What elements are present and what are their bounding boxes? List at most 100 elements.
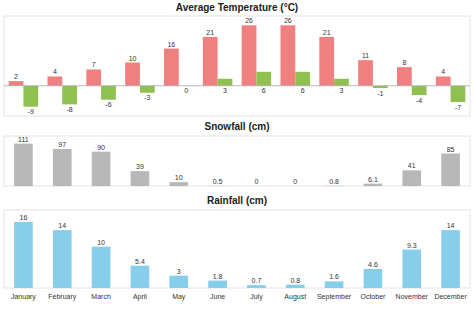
- bar: [364, 269, 383, 288]
- plot-frame: [4, 16, 470, 116]
- bar: [247, 285, 266, 288]
- bar: [358, 60, 373, 86]
- bars: [9, 25, 466, 106]
- bar: [169, 182, 188, 186]
- bar: [286, 285, 305, 288]
- bar: [208, 281, 227, 288]
- data-label: 0.5: [213, 178, 223, 185]
- bar: [53, 230, 72, 288]
- bar: [325, 185, 344, 186]
- data-labels: 111979039100.5000.86.14185: [18, 136, 454, 185]
- data-label: 1.6: [329, 273, 339, 280]
- data-label: -6: [105, 101, 111, 108]
- bar: [14, 144, 33, 186]
- bar: [23, 86, 38, 107]
- bar: [131, 171, 150, 186]
- panel-title: Average Temperature (°C): [176, 2, 298, 13]
- data-label: 26: [245, 17, 253, 24]
- x-tick-label: December: [434, 293, 467, 300]
- data-label: 0: [254, 178, 258, 185]
- bar: [325, 281, 344, 288]
- data-label: 16: [20, 214, 28, 221]
- bar: [101, 86, 116, 100]
- bar: [441, 230, 460, 288]
- x-tick-label: September: [317, 293, 352, 301]
- data-label: 6: [301, 87, 305, 94]
- data-label: 0.7: [252, 277, 262, 284]
- data-label: 111: [18, 136, 29, 143]
- bar: [92, 152, 111, 186]
- x-tick-label: April: [133, 293, 147, 301]
- bars: [14, 222, 460, 288]
- bar: [286, 186, 305, 187]
- data-label: 3: [177, 268, 181, 275]
- bar: [402, 250, 421, 288]
- bar: [218, 79, 233, 86]
- data-label: 0: [293, 178, 297, 185]
- bar: [242, 25, 257, 85]
- x-tick-label: March: [91, 293, 111, 300]
- bar: [451, 86, 466, 102]
- data-label: 2: [14, 73, 18, 80]
- bar: [334, 79, 349, 86]
- plot-frame: [4, 210, 470, 288]
- data-label: 14: [58, 222, 66, 229]
- bar: [319, 37, 334, 86]
- bar: [9, 81, 24, 86]
- data-label: 10: [129, 55, 137, 62]
- panel-title: Rainfall (cm): [207, 195, 267, 206]
- x-tick-label: June: [210, 293, 225, 300]
- data-label: 6: [262, 87, 266, 94]
- data-label: 39: [136, 163, 144, 170]
- data-label: 21: [206, 29, 214, 36]
- data-label: -9: [28, 108, 34, 115]
- x-tick-label: July: [250, 293, 263, 301]
- bar: [364, 184, 383, 186]
- data-label: -4: [416, 97, 422, 104]
- data-label: 7: [92, 61, 96, 68]
- data-label: 14: [447, 222, 455, 229]
- data-label: 0: [184, 87, 188, 94]
- zero-line: [4, 85, 470, 86]
- bar: [47, 76, 62, 85]
- data-label: 11: [362, 52, 369, 59]
- data-label: 1.8: [213, 273, 223, 280]
- data-label: 41: [408, 162, 416, 169]
- chart: Average Temperature (°C) 2 4 7 10 16 21 26 26 21 1…: [0, 0, 474, 316]
- data-labels: 1614105.431.80.70.81.64.69.314: [20, 214, 455, 284]
- bar: [441, 154, 460, 186]
- bar: [397, 67, 412, 86]
- data-label: 9.3: [407, 242, 417, 249]
- x-tick-label: October: [360, 293, 386, 300]
- data-labels: 2471016212626211184-9-8-6-303663-1-4-7: [14, 17, 461, 115]
- data-label: 97: [58, 141, 66, 148]
- data-label: 16: [167, 41, 175, 48]
- bar: [164, 49, 179, 86]
- bar: [247, 186, 266, 187]
- data-label: -8: [67, 106, 73, 113]
- data-label: 3: [340, 87, 344, 94]
- data-label: 3: [223, 87, 227, 94]
- bar: [256, 72, 271, 86]
- panel-title: Snowfall (cm): [204, 121, 269, 132]
- data-label: 26: [284, 17, 292, 24]
- bar: [53, 149, 72, 186]
- data-label: 8: [402, 59, 406, 66]
- data-label: -1: [377, 90, 383, 97]
- data-label: 21: [323, 29, 331, 36]
- bar: [169, 276, 188, 288]
- data-label: 4: [441, 68, 445, 75]
- bar: [203, 37, 218, 86]
- plot-frame: [4, 136, 470, 186]
- x-tick-label: November: [396, 293, 429, 300]
- bar: [125, 63, 140, 86]
- bar: [86, 69, 101, 85]
- bar: [208, 185, 227, 186]
- bar: [140, 86, 155, 93]
- data-label: 4.6: [368, 261, 378, 268]
- data-label: 85: [447, 146, 455, 153]
- bar: [92, 247, 111, 288]
- bar: [14, 222, 33, 288]
- bar: [280, 25, 295, 85]
- bar: [402, 170, 421, 186]
